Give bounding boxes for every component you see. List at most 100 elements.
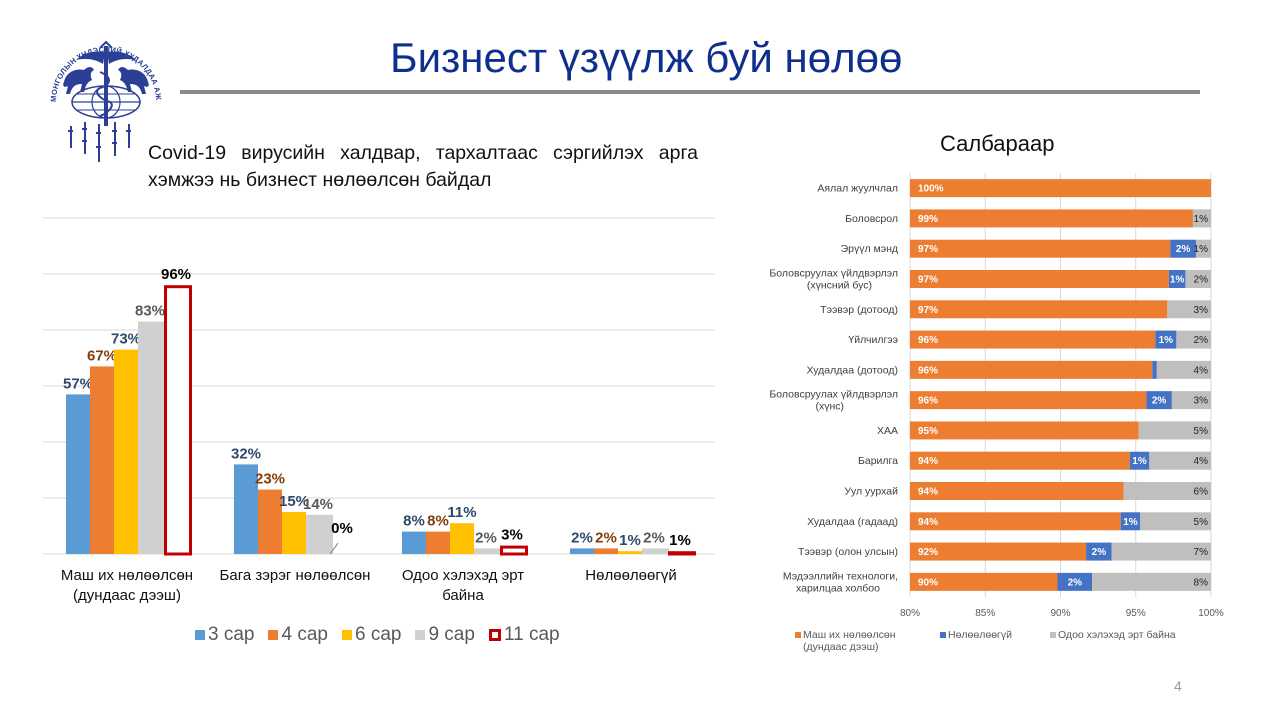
bar-segment bbox=[1146, 391, 1172, 410]
data-label: 5% bbox=[1194, 517, 1209, 528]
bar-segment bbox=[1138, 421, 1211, 440]
category-label: Уул уурхай bbox=[844, 486, 898, 498]
data-label: 96% bbox=[918, 335, 938, 346]
bar-segment bbox=[910, 451, 1130, 470]
category-label: харилцаа холбоо bbox=[796, 582, 880, 594]
bar-segment bbox=[1192, 209, 1211, 228]
bar-segment bbox=[1152, 360, 1157, 379]
data-label: 1% bbox=[1132, 456, 1147, 467]
data-label: 2% bbox=[475, 529, 497, 546]
bar-6-сар bbox=[114, 349, 138, 554]
bar-segment bbox=[1086, 542, 1112, 561]
legend-label: 6 сар bbox=[354, 624, 402, 645]
x-tick-label: 85% bbox=[975, 608, 995, 619]
bar-segment bbox=[910, 360, 1153, 379]
data-label: 5% bbox=[1194, 426, 1209, 437]
bar-segment bbox=[1168, 270, 1186, 288]
legend-label: 3 сар bbox=[208, 624, 255, 645]
data-label: 2% bbox=[595, 529, 617, 546]
bar-segment bbox=[1057, 572, 1093, 591]
data-label: 57% bbox=[63, 375, 93, 392]
chamber-of-commerce-logo-icon: МОНГОЛЫН ҮНДЭСНИЙ ХУДАЛДАА АЖ ҮЙЛДВЭРИЙН… bbox=[37, 15, 163, 162]
page-number: 4 bbox=[1174, 678, 1182, 694]
category-label: Тээвэр (дотоод) bbox=[820, 304, 898, 316]
data-label: 1% bbox=[1170, 275, 1185, 286]
data-label: 7% bbox=[1194, 547, 1209, 558]
bar-segment bbox=[1120, 512, 1141, 531]
bar-segment bbox=[910, 542, 1087, 561]
bar-6-сар bbox=[282, 512, 306, 554]
bar-segment bbox=[1129, 451, 1150, 470]
category-label: Бага зэрэг нөлөөлсөн bbox=[220, 567, 371, 584]
data-label: 1% bbox=[619, 532, 641, 549]
legend-label: 4 сар bbox=[281, 624, 328, 645]
bar-4-сар bbox=[426, 531, 450, 554]
x-tick-label: 95% bbox=[1126, 608, 1146, 619]
legend-item: Нөлөөлөөгүй bbox=[940, 629, 1012, 641]
data-label: 100% bbox=[918, 184, 944, 195]
bar-9-сар bbox=[138, 321, 165, 554]
legend-swatch bbox=[488, 629, 501, 641]
bar-segment bbox=[910, 330, 1156, 349]
bar-segment bbox=[1111, 542, 1211, 561]
data-label: 1% bbox=[1194, 244, 1209, 255]
category-label: Боловсруулах үйлдвэрлэл bbox=[769, 389, 898, 401]
bar-segment bbox=[1185, 270, 1211, 288]
bar-segment bbox=[1171, 391, 1211, 410]
legend-item: Одоо хэлэхэд эрт байна bbox=[1050, 629, 1176, 641]
data-label: 97% bbox=[918, 275, 938, 286]
category-label: ХАА bbox=[877, 425, 898, 437]
data-label: 90% bbox=[918, 577, 938, 588]
category-label: (хүнс) bbox=[815, 401, 844, 413]
legend-swatch bbox=[268, 630, 279, 640]
category-label: Боловсрол bbox=[845, 213, 898, 225]
bar-4-сар bbox=[90, 366, 114, 554]
bar-3-сар bbox=[234, 464, 258, 554]
data-label: 14% bbox=[303, 496, 333, 513]
x-tick-label: 100% bbox=[1198, 608, 1224, 619]
legend-swatch bbox=[1050, 632, 1056, 638]
category-label: Барилга bbox=[858, 455, 898, 467]
data-label: 95% bbox=[918, 426, 938, 437]
legend-item: 6 сар bbox=[341, 624, 402, 646]
bar-segment bbox=[910, 391, 1147, 410]
legend-item: 3 сар bbox=[195, 624, 254, 646]
legend-label: 11 сар bbox=[503, 624, 560, 645]
data-label: 3% bbox=[501, 527, 523, 544]
data-label: 8% bbox=[1194, 577, 1209, 588]
impact-by-sector-chart: 80% 85% 90% 95% 100% 100% Аялал жуулчлал 99% 1% Б… bbox=[769, 173, 1224, 619]
data-label: 0% bbox=[331, 520, 353, 537]
bar-segment bbox=[910, 270, 1169, 288]
title-divider bbox=[180, 90, 1200, 94]
bar-9-сар bbox=[306, 514, 333, 554]
bar-segment bbox=[1140, 512, 1211, 531]
bar-segment bbox=[910, 239, 1171, 258]
bar-segment bbox=[1156, 360, 1211, 379]
bar-11-сар bbox=[164, 285, 192, 556]
bar-9-сар bbox=[642, 548, 669, 554]
category-label: Үйлчилгээ bbox=[848, 334, 898, 346]
legend-item: 11 сар bbox=[488, 624, 560, 646]
bar-segment bbox=[1123, 482, 1211, 500]
data-label: 3% bbox=[1194, 305, 1209, 316]
legend-item: 9 сар bbox=[415, 624, 475, 646]
data-label: 94% bbox=[918, 456, 938, 467]
data-label: 4% bbox=[1194, 456, 1209, 467]
data-label: 23% bbox=[255, 471, 285, 488]
legend-item: Маш их нөлөөлсөн (дундаас дээш) bbox=[795, 629, 896, 653]
data-label: 67% bbox=[87, 347, 117, 364]
bar-4-сар bbox=[258, 489, 282, 554]
bar-9-сар bbox=[474, 548, 501, 554]
bar-segment bbox=[1155, 330, 1177, 349]
label-leader-line bbox=[329, 542, 339, 555]
data-label: 2% bbox=[1152, 396, 1167, 407]
category-label: Аялал жуулчлал bbox=[817, 183, 898, 195]
legend-swatch bbox=[341, 630, 352, 640]
category-label: байна bbox=[442, 587, 484, 604]
data-label: 32% bbox=[231, 445, 261, 462]
category-label: Тээвэр (олон улсын) bbox=[798, 546, 898, 558]
data-label: 11% bbox=[447, 504, 476, 521]
data-label: 73% bbox=[111, 331, 141, 348]
legend-label: 9 сар bbox=[428, 624, 475, 645]
chart1-legend: 3 сар 4 сар 6 сар 9 сар 11 сар bbox=[195, 624, 560, 646]
